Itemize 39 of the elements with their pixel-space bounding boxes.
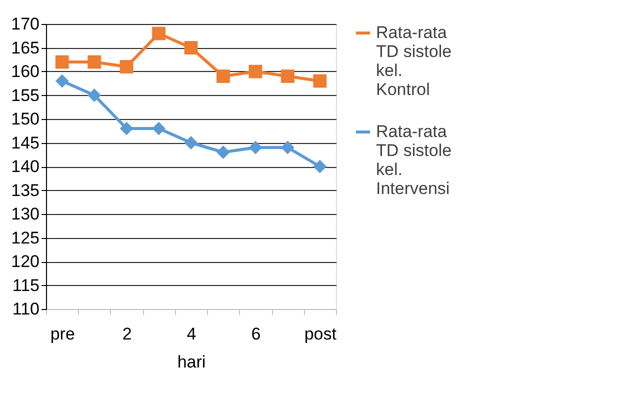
y-tick-label: 150 [11,110,40,128]
x-tick-label: pre [50,324,75,344]
y-tick-label: 135 [11,180,40,200]
x-tick-label: post [304,324,337,344]
y-tick-label: 170 [11,14,40,34]
point [216,70,230,83]
legend-label: Rata-rata TD sistole kel. Kontrol [376,23,452,99]
y-tick-label: 140 [11,157,40,176]
y-tick-label: 125 [11,228,40,248]
y-tick-label: 120 [11,252,40,271]
point [248,140,262,154]
point [152,26,166,40]
point [120,60,134,74]
y-tick-label: 130 [11,204,40,224]
point [55,74,69,88]
y-tick-label: 145 [11,133,40,152]
point [313,74,327,88]
y-tick-label: 110 [12,300,40,318]
point [88,55,102,69]
point [313,160,327,174]
y-tick-label: 155 [11,86,40,105]
point [280,70,294,83]
point [184,41,198,54]
point [152,122,166,136]
point [216,146,230,159]
point [280,140,294,154]
point [120,122,134,136]
y-tick-label: 160 [11,62,40,81]
x-tick-label: 2 [122,324,132,344]
point [184,136,198,150]
x-tick-label: 6 [251,324,261,344]
legend-label: Rata-rata TD sistole kel. Intervensi [376,122,452,198]
x-axis-title: hari [177,352,206,372]
x-tick-label: 4 [186,324,196,344]
point [88,88,102,102]
point [55,55,69,69]
point [248,64,262,78]
y-tick-label: 165 [11,38,40,58]
y-tick-label: 115 [12,276,40,295]
